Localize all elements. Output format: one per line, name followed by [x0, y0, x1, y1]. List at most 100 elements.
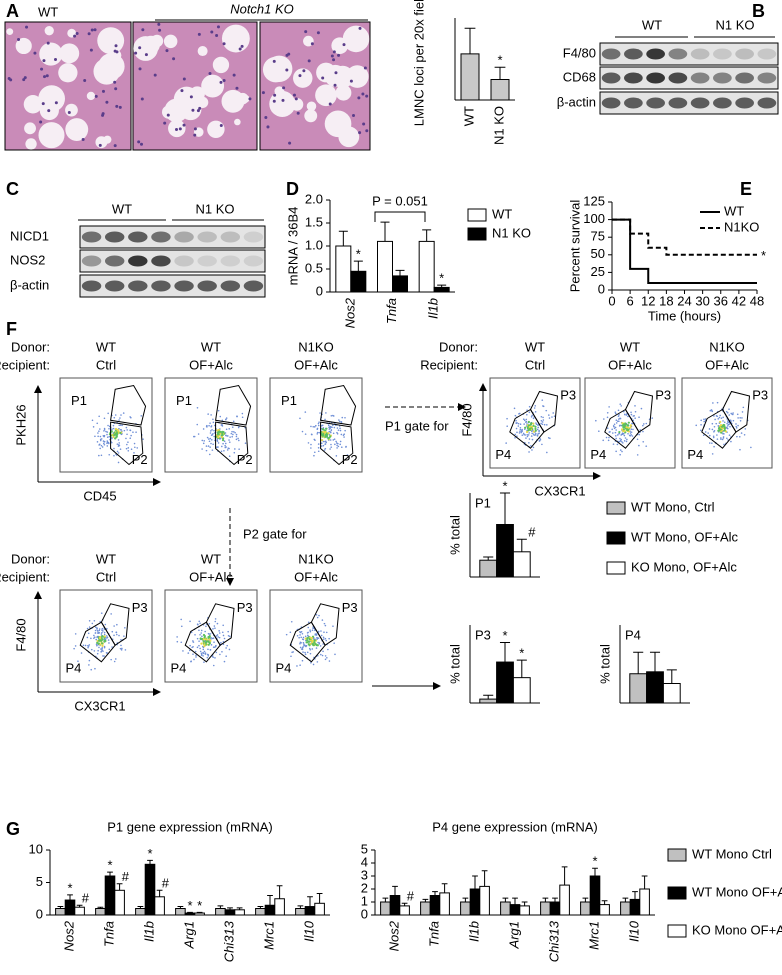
- event: [98, 454, 100, 457]
- event: [642, 430, 644, 433]
- event: [311, 433, 313, 436]
- event: [113, 447, 115, 450]
- event: [222, 640, 225, 643]
- event: [94, 667, 96, 670]
- event: [203, 643, 206, 646]
- bar: [496, 524, 514, 578]
- group-label: N1 KO: [715, 17, 754, 32]
- y-axis-label: LMNC loci per 20x field: [411, 0, 426, 126]
- nucleus: [47, 109, 51, 113]
- event: [227, 435, 229, 437]
- nucleus: [153, 73, 157, 77]
- event: [218, 636, 221, 639]
- event: [314, 633, 317, 635]
- event: [213, 625, 216, 627]
- event: [607, 439, 610, 442]
- event: [108, 427, 110, 430]
- nucleus: [342, 43, 346, 47]
- event: [301, 430, 304, 433]
- event: [124, 627, 126, 629]
- event: [329, 435, 332, 438]
- event: [222, 624, 224, 627]
- y-axis-label: % total: [447, 515, 462, 555]
- event: [238, 448, 240, 450]
- event: [196, 646, 199, 649]
- event: [524, 426, 527, 429]
- event: [301, 632, 304, 635]
- event: [536, 428, 539, 431]
- event: [202, 428, 205, 430]
- event: [726, 425, 729, 427]
- legend-swatch: [667, 924, 687, 938]
- flow-plot: [489, 377, 581, 469]
- event: [634, 410, 637, 413]
- x-tick-label: Chi313: [221, 920, 236, 962]
- event: [728, 414, 730, 416]
- event: [116, 443, 119, 445]
- event: [534, 427, 537, 430]
- event: [101, 634, 104, 638]
- annotation-bracket: [374, 211, 426, 222]
- event: [313, 438, 316, 441]
- event: [106, 440, 109, 442]
- event: [744, 428, 747, 430]
- event: [528, 438, 531, 440]
- event: [521, 428, 523, 431]
- nucleus: [281, 98, 285, 102]
- error-bar: [483, 694, 494, 700]
- significance: *: [147, 846, 152, 861]
- event: [113, 660, 116, 663]
- event: [324, 658, 327, 661]
- blot-band: [197, 280, 217, 292]
- fat-droplet: [335, 84, 352, 101]
- event: [700, 423, 702, 426]
- event: [203, 661, 205, 663]
- event: [534, 434, 537, 436]
- nucleus: [189, 95, 193, 99]
- event: [118, 424, 121, 427]
- event: [193, 435, 196, 438]
- event: [547, 436, 550, 439]
- nucleus: [166, 113, 170, 117]
- nucleus: [282, 86, 286, 90]
- row-label: Donor:: [11, 551, 50, 566]
- x-tick-label: Arg1: [181, 921, 196, 949]
- event: [532, 446, 535, 449]
- event: [520, 431, 523, 434]
- event: [320, 634, 323, 637]
- event: [730, 419, 732, 422]
- event: [320, 425, 323, 427]
- event: [717, 427, 721, 430]
- event: [87, 632, 90, 635]
- error-bar: [666, 669, 677, 684]
- event: [316, 431, 319, 434]
- event: [621, 450, 623, 453]
- event: [306, 634, 309, 637]
- event: [126, 443, 128, 446]
- event: [110, 436, 113, 439]
- bar: [154, 896, 165, 916]
- event: [196, 423, 199, 426]
- nucleus: [304, 30, 308, 34]
- event: [531, 432, 533, 435]
- gate-label: P3: [237, 600, 253, 615]
- blot-band: [713, 48, 732, 60]
- event: [310, 447, 312, 449]
- fat-droplet: [316, 62, 336, 83]
- event: [324, 655, 327, 657]
- event: [100, 642, 104, 645]
- event: [611, 432, 614, 434]
- nucleus: [288, 141, 292, 145]
- event: [90, 637, 92, 640]
- event: [708, 434, 711, 437]
- fat-droplet: [86, 91, 96, 101]
- event: [227, 635, 230, 637]
- nucleus: [45, 74, 49, 78]
- event: [113, 416, 116, 419]
- event: [200, 642, 203, 645]
- event: [209, 633, 212, 635]
- event: [228, 447, 230, 450]
- event: [612, 425, 615, 427]
- bar: [549, 901, 561, 916]
